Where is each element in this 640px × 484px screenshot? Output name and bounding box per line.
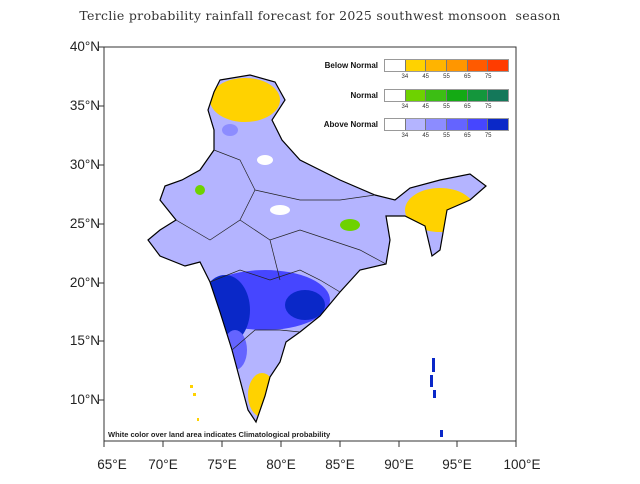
legend-tick-label: 65 — [463, 74, 471, 80]
legend-tick-label: 65 — [463, 133, 471, 139]
legend-swatch — [466, 119, 488, 130]
below-normal-north — [210, 78, 280, 122]
state-boundaries — [175, 149, 387, 351]
india-boundary — [147, 74, 487, 424]
legend-swatch — [385, 60, 405, 71]
legend-colorbar — [384, 89, 509, 102]
legend-swatch — [404, 60, 426, 71]
x-tick-label: 85°E — [325, 457, 355, 472]
x-tick-label: 100°E — [503, 457, 541, 472]
y-tick-label: 40°N — [69, 39, 100, 54]
x-tick-label: 80°E — [266, 457, 296, 472]
legend-tick-label: 45 — [422, 74, 429, 80]
legend-swatch — [487, 119, 509, 130]
x-tick-label: 65°E — [97, 457, 127, 472]
legend-tick-label: 65 — [463, 104, 471, 110]
figure-title: Terclie probability rainfall forecast fo… — [79, 8, 561, 23]
legend-swatch — [425, 119, 447, 130]
legend-swatch — [466, 90, 488, 101]
legend-swatch — [425, 60, 447, 71]
legend-tick-label: 34 — [401, 133, 409, 139]
legend-tick-label: 55 — [443, 74, 450, 80]
legend-label: Above Normal — [323, 120, 378, 129]
legend-colorbar — [384, 118, 509, 131]
legend-tick-label: 75 — [484, 104, 492, 110]
legend-swatch — [446, 90, 467, 101]
andaman-islands — [430, 358, 443, 437]
legend-swatch — [404, 90, 426, 101]
x-tick-label: 70°E — [148, 457, 178, 472]
legend-label: Below Normal — [324, 61, 378, 70]
legend-tick-label: 34 — [401, 104, 409, 110]
map-note: White color over land area indicates Cli… — [108, 430, 331, 439]
legend-swatch — [487, 60, 509, 71]
x-tick-label: 75°E — [207, 457, 237, 472]
legend-tick-label: 34 — [401, 74, 409, 80]
legend-swatch — [425, 90, 447, 101]
x-tick-label: 90°E — [384, 457, 414, 472]
lakshadweep-islands — [190, 385, 199, 421]
legend-swatch — [446, 60, 467, 71]
legend-tick-label: 75 — [484, 74, 492, 80]
legend-swatch — [466, 60, 488, 71]
x-tick-label: 95°E — [442, 457, 472, 472]
legend-swatch — [404, 119, 426, 130]
y-tick-label: 20°N — [69, 275, 100, 290]
legend-swatch — [385, 119, 405, 130]
legend-tick-label: 75 — [484, 133, 492, 139]
legend-tick-label: 55 — [443, 104, 450, 110]
legend-tick-label: 45 — [422, 104, 429, 110]
legend-colorbar — [384, 59, 509, 72]
y-tick-label: 35°N — [69, 98, 100, 113]
legend-label: Normal — [350, 91, 378, 100]
y-tick-label: 30°N — [69, 157, 100, 172]
legend-swatch — [385, 90, 405, 101]
legend-swatch — [446, 119, 467, 130]
y-tick-label: 10°N — [69, 392, 100, 407]
y-tick-label: 15°N — [69, 333, 100, 348]
legend-tick-label: 55 — [443, 133, 450, 139]
axis-ticks — [98, 46, 517, 447]
legend-swatch — [487, 90, 509, 101]
legend-tick-label: 45 — [422, 133, 429, 139]
y-tick-label: 25°N — [69, 216, 100, 231]
